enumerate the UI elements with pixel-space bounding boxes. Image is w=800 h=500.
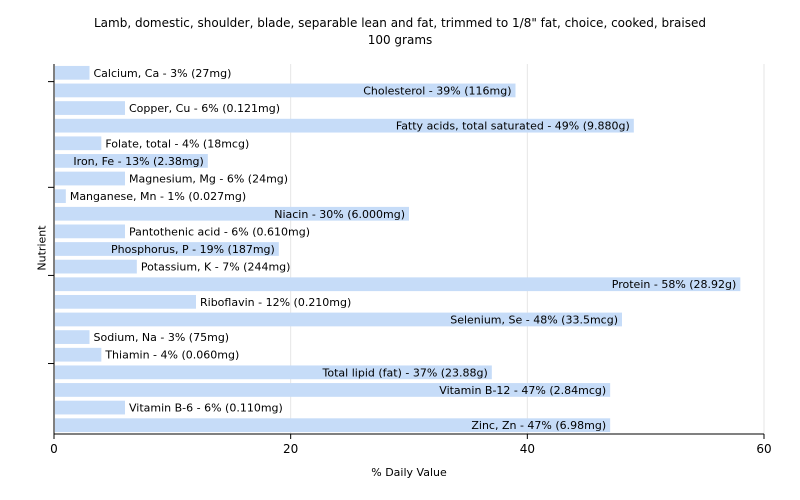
- bar-label-2: Copper, Cu - 6% (0.121mg): [129, 102, 280, 115]
- bar-0: [55, 65, 90, 80]
- bar-18: [55, 383, 611, 397]
- bar-label-20: Zinc, Zn - 47% (6.98mg): [471, 419, 606, 432]
- chart-subtitle: 100 grams: [367, 33, 433, 47]
- bar-label-9: Pantothenic acid - 6% (0.610mg): [129, 225, 310, 238]
- bar-13: [55, 294, 196, 309]
- bar-label-14: Selenium, Se - 48% (33.5mcg): [450, 313, 618, 326]
- bar-label-10: Phosphorus, P - 19% (187mg): [111, 243, 275, 256]
- bar-20: [55, 418, 611, 433]
- bar-label-1: Cholesterol - 39% (116mg): [363, 84, 511, 97]
- bar-label-8: Niacin - 30% (6.000mg): [274, 208, 405, 221]
- chart-title-line: Lamb, domestic, shoulder, blade, separab…: [94, 16, 706, 30]
- bar-label-0: Calcium, Ca - 3% (27mg): [94, 67, 232, 80]
- x-tick-label-0: 0: [50, 442, 58, 456]
- x-tick-label-3: 60: [756, 442, 771, 456]
- bar-label-15: Sodium, Na - 3% (75mg): [94, 331, 230, 344]
- bar-19: [55, 400, 125, 415]
- bar-8: [55, 206, 409, 221]
- bar-17: [55, 365, 492, 380]
- bar-2: [55, 101, 125, 115]
- bar-5: [55, 154, 208, 168]
- bar-14: [55, 312, 622, 327]
- x-tick-label-2: 40: [520, 442, 535, 456]
- bar-label-7: Manganese, Mn - 1% (0.027mg): [70, 190, 246, 203]
- bar-label-18: Vitamin B-12 - 47% (2.84mcg): [439, 384, 606, 397]
- bar-12: [55, 277, 741, 292]
- bar-15: [55, 330, 90, 344]
- bar-label-6: Magnesium, Mg - 6% (24mg): [129, 173, 288, 186]
- bar-label-11: Potassium, K - 7% (244mg): [141, 261, 291, 274]
- bar-label-12: Protein - 58% (28.92g): [612, 278, 737, 291]
- x-tick-label-1: 20: [283, 442, 298, 456]
- bar-label-16: Thiamin - 4% (0.060mg): [104, 349, 239, 362]
- bar-label-3: Fatty acids, total saturated - 49% (9.88…: [396, 120, 630, 133]
- bar-label-13: Riboflavin - 12% (0.210mg): [200, 296, 351, 309]
- bar-16: [55, 347, 102, 362]
- bar-4: [55, 136, 102, 151]
- bar-label-4: Folate, total - 4% (18mcg): [105, 137, 249, 150]
- bar-label-17: Total lipid (fat) - 37% (23.88g): [322, 366, 488, 379]
- bar-10: [55, 242, 279, 256]
- bar-9: [55, 224, 125, 239]
- bar-1: [55, 83, 516, 98]
- x-axis-label: % Daily Value: [371, 466, 447, 479]
- y-axis-label: Nutrient: [35, 225, 49, 271]
- bar-11: [55, 259, 137, 274]
- bar-label-5: Iron, Fe - 13% (2.38mg): [73, 155, 203, 168]
- bar-3: [55, 118, 634, 133]
- bar-7: [55, 189, 66, 204]
- bar-label-19: Vitamin B-6 - 6% (0.110mg): [129, 402, 283, 415]
- bar-6: [55, 171, 125, 186]
- chart-title: Lamb, domestic, shoulder, blade, separab…: [0, 15, 800, 49]
